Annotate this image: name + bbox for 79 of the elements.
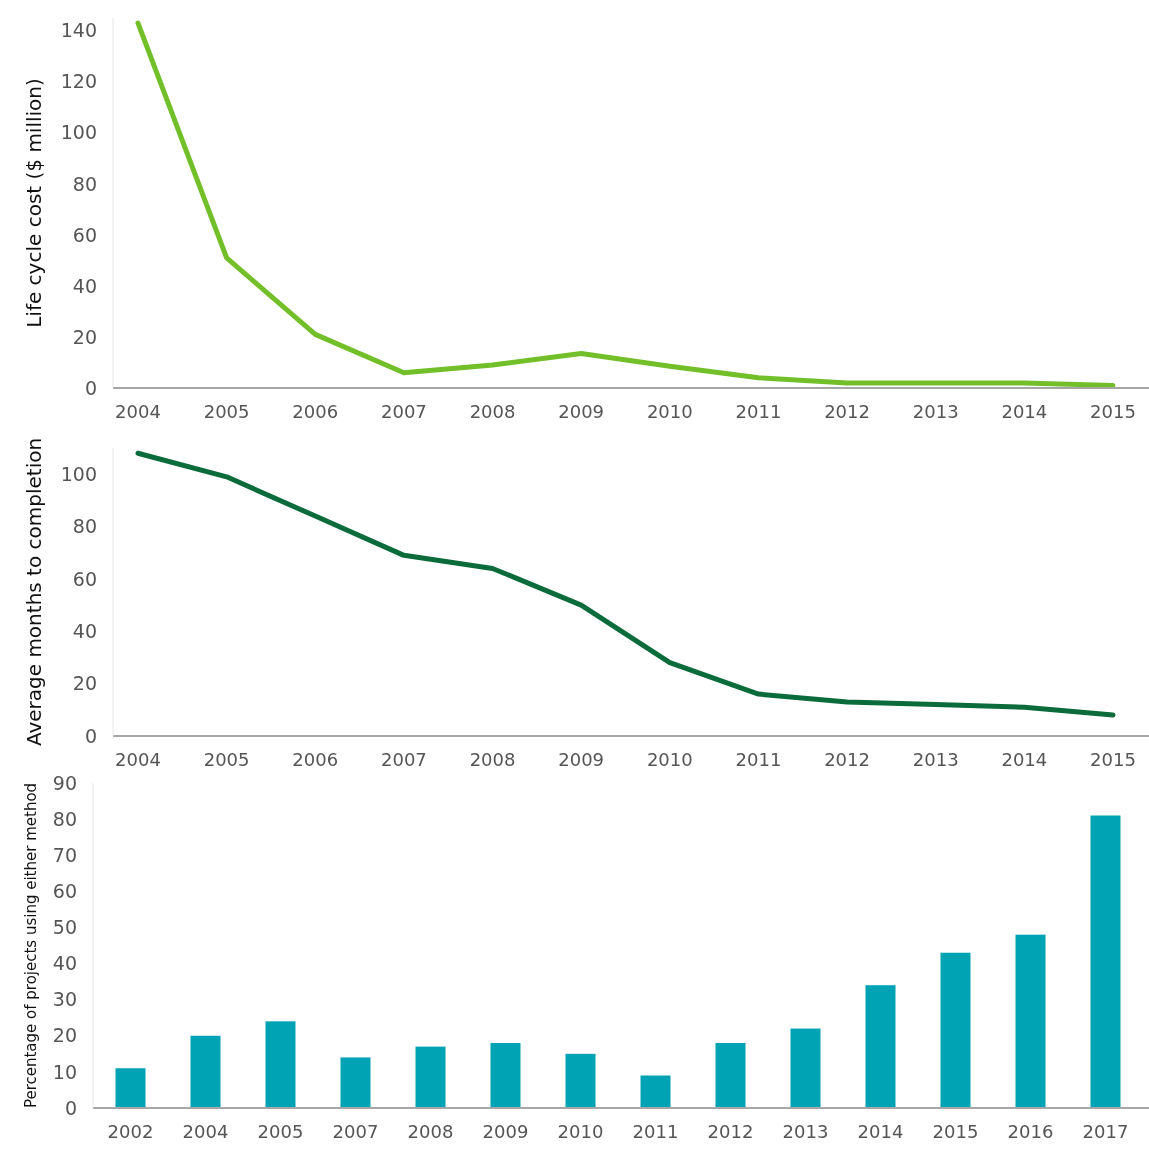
x-tick-label: 2013 (912, 749, 959, 770)
x-tick-label: 2015 (1090, 401, 1136, 422)
y-tick-label: 20 (72, 325, 97, 348)
y-tick-label: 50 (52, 916, 77, 939)
x-tick-label: 2004 (115, 749, 161, 770)
x-tick-label: 2006 (292, 749, 339, 770)
x-tick-label: 2010 (557, 1121, 604, 1142)
x-tick-label: 2015 (932, 1121, 979, 1142)
bar (715, 1043, 746, 1108)
x-tick-label: 2011 (735, 749, 782, 770)
bar (1015, 934, 1046, 1108)
x-tick-label: 2006 (292, 401, 339, 422)
y-tick-label: 80 (72, 172, 97, 195)
y-tick-label: 10 (52, 1060, 77, 1083)
y-tick-label: 20 (52, 1024, 77, 1047)
y-tick-label: 20 (72, 672, 97, 695)
x-tick-label: 2008 (469, 401, 516, 422)
x-tick-label: 2007 (381, 401, 427, 422)
y-tick-label: 40 (72, 619, 97, 642)
y-tick-label: 60 (72, 567, 97, 590)
x-tick-label: 2007 (381, 749, 427, 770)
x-tick-label: 2009 (558, 749, 605, 770)
y-tick-label: 0 (64, 1096, 77, 1119)
y-tick-label: 100 (60, 462, 97, 485)
y-tick-label: 140 (60, 19, 97, 42)
bar (265, 1021, 296, 1108)
bar (790, 1028, 821, 1108)
x-tick-label: 2010 (646, 401, 693, 422)
y-tick-label: 60 (52, 879, 77, 902)
y-tick-label: 70 (52, 843, 77, 866)
bar (115, 1068, 146, 1108)
bar (640, 1075, 671, 1108)
y-tick-label: 100 (60, 121, 97, 144)
y-tick-label: 40 (72, 274, 97, 297)
x-tick-label: 2005 (257, 1121, 304, 1142)
x-tick-label: 2009 (558, 401, 605, 422)
bar (565, 1053, 596, 1108)
x-tick-label: 2013 (912, 401, 959, 422)
x-tick-label: 2005 (203, 749, 250, 770)
x-tick-label: 2002 (107, 1121, 154, 1142)
y-axis-title: Percentage of projects using either method (22, 782, 40, 1109)
bar (190, 1035, 221, 1108)
x-tick-label: 2004 (115, 401, 161, 422)
x-tick-label: 2015 (1090, 749, 1136, 770)
x-tick-label: 2010 (646, 749, 693, 770)
x-tick-label: 2014 (1001, 749, 1048, 770)
bar (340, 1057, 371, 1108)
y-tick-label: 0 (84, 376, 97, 399)
x-tick-label: 2004 (182, 1121, 229, 1142)
x-tick-label: 2012 (707, 1121, 754, 1142)
y-tick-label: 40 (52, 952, 77, 975)
x-tick-label: 2011 (735, 401, 782, 422)
bar (415, 1046, 446, 1108)
x-tick-label: 2017 (1082, 1121, 1129, 1142)
bar (865, 985, 896, 1108)
x-tick-label: 2014 (857, 1121, 904, 1142)
x-tick-label: 2012 (824, 401, 870, 422)
y-tick-label: 80 (72, 515, 97, 538)
y-tick-label: 120 (60, 70, 97, 93)
x-tick-label: 2005 (203, 401, 250, 422)
y-axis-title: Life cycle cost ($ million) (22, 78, 46, 328)
x-tick-label: 2008 (469, 749, 516, 770)
x-tick-label: 2007 (332, 1121, 379, 1142)
x-tick-label: 2014 (1001, 401, 1048, 422)
bar (1090, 815, 1121, 1108)
bar (940, 952, 971, 1108)
bar (490, 1043, 521, 1108)
x-tick-label: 2016 (1007, 1121, 1054, 1142)
y-tick-label: 0 (84, 724, 97, 747)
y-tick-label: 90 (52, 771, 77, 794)
y-axis-title: Average months to completion (22, 437, 46, 747)
y-tick-label: 80 (52, 807, 77, 830)
x-tick-label: 2009 (482, 1121, 529, 1142)
y-tick-label: 60 (72, 223, 97, 246)
y-tick-label: 30 (52, 988, 77, 1011)
x-tick-label: 2011 (632, 1121, 679, 1142)
x-tick-label: 2013 (782, 1121, 829, 1142)
x-tick-label: 2008 (407, 1121, 454, 1142)
x-tick-label: 2012 (824, 749, 870, 770)
